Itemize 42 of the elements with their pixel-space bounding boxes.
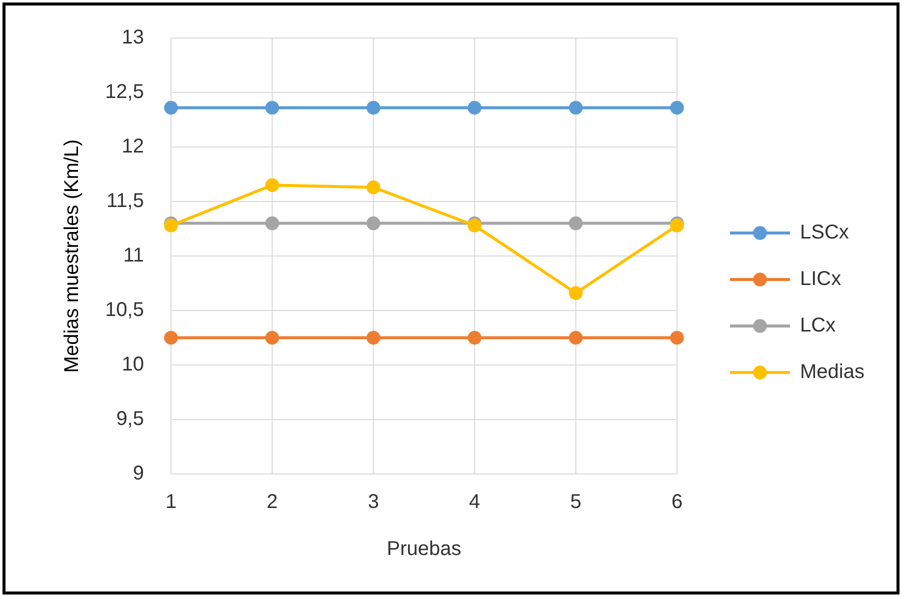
- y-tick-label: 12: [122, 135, 144, 158]
- point: [265, 216, 280, 230]
- point: [468, 100, 482, 115]
- point: [366, 100, 380, 115]
- point: [366, 330, 380, 345]
- point: [468, 218, 482, 232]
- y-tick-label: 9: [132, 462, 144, 484]
- x-tick-label: 3: [368, 491, 379, 513]
- legend-label: LSCx: [800, 221, 849, 244]
- y-tick-label: 11,5: [106, 190, 144, 212]
- point: [468, 330, 482, 345]
- point: [164, 100, 178, 115]
- y-tick-label: 13: [122, 26, 144, 48]
- point: [265, 330, 280, 345]
- y-axis-title: Medias muestrales (Km/L): [61, 139, 83, 373]
- y-tick-label: 9,5: [116, 408, 144, 430]
- point: [568, 330, 583, 345]
- point: [164, 218, 178, 232]
- point: [265, 100, 280, 115]
- point: [568, 286, 583, 300]
- point: [670, 100, 684, 115]
- x-tick-label: 5: [570, 491, 582, 513]
- x-tick-label: 2: [266, 491, 278, 513]
- x-tick-label: 6: [671, 491, 683, 513]
- point: [265, 178, 280, 192]
- legend-label: LICx: [800, 268, 842, 290]
- legend-label: LCx: [800, 314, 836, 336]
- y-tick-label: 11: [123, 244, 144, 266]
- x-axis-title: Pruebas: [386, 538, 462, 560]
- point: [568, 216, 583, 230]
- y-tick-label: 10: [122, 353, 144, 376]
- x-tick-label: 4: [469, 491, 480, 513]
- point: [670, 330, 684, 345]
- y-tick-label: 12,5: [105, 80, 144, 103]
- point: [366, 216, 380, 230]
- point: [670, 218, 684, 232]
- y-tick-label: 10,5: [105, 298, 144, 321]
- legend-label: Medias: [800, 360, 864, 383]
- point: [568, 100, 583, 115]
- point: [366, 180, 380, 194]
- x-tick-label: 1: [165, 491, 177, 513]
- point: [164, 330, 178, 345]
